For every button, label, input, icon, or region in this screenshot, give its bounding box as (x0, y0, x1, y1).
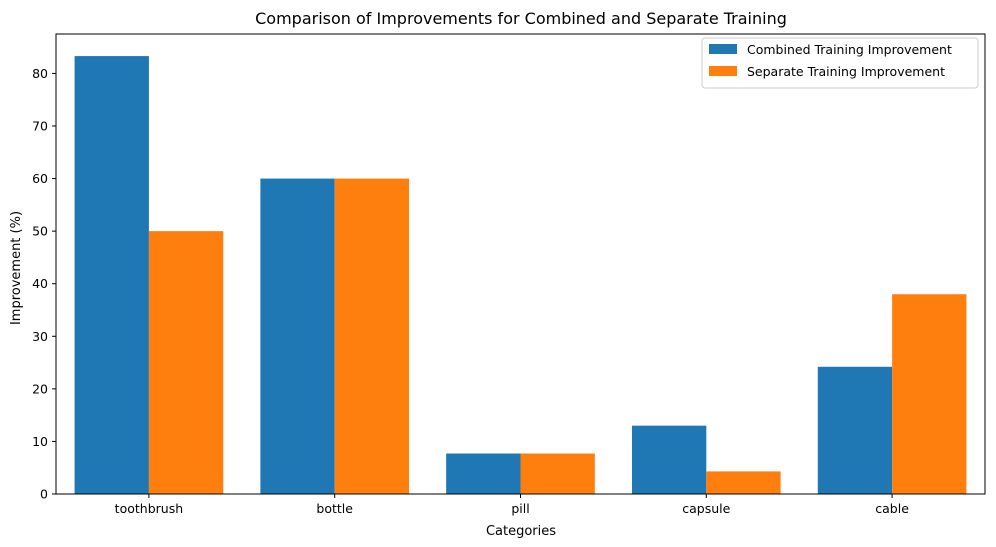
y-tick-label: 10 (32, 434, 48, 449)
plot-frame (55, 33, 986, 495)
bar-s1-pill (446, 453, 521, 494)
bar-s2-toothbrush (148, 231, 224, 494)
x-tick-label-toothbrush: toothbrush (115, 501, 183, 516)
y-tick-label: 80 (32, 66, 48, 81)
y-tick-label: 40 (32, 276, 48, 291)
x-tick-label-bottle: bottle (316, 501, 353, 516)
y-tick-label: 0 (40, 487, 48, 502)
y-axis-label: Improvement (%) (9, 211, 24, 325)
legend-label-2: Separate Training Improvement (747, 64, 945, 79)
x-axis-label: Categories (486, 524, 556, 539)
legend: Combined Training Improvement Separate Tr… (701, 37, 979, 89)
bar-s2-bottle (334, 178, 410, 494)
bars-group (74, 56, 967, 494)
y-tick-label: 70 (32, 119, 48, 134)
legend-swatch-2 (709, 66, 737, 76)
y-tick-label: 50 (32, 224, 48, 239)
x-axis-ticks: toothbrush bottle pill capsule cable (115, 494, 909, 516)
bar-s2-cable (892, 294, 967, 494)
chart-title: Comparison of Improvements for Combined … (255, 9, 787, 28)
x-tick-label-pill: pill (511, 501, 529, 516)
legend-label-1: Combined Training Improvement (747, 42, 952, 57)
bar-s1-bottle (260, 178, 335, 494)
y-axis-ticks: 0 10 20 30 40 50 60 70 80 (32, 66, 56, 502)
bar-s1-toothbrush (74, 56, 149, 494)
bar-s2-pill (520, 453, 595, 494)
y-tick-label: 60 (32, 171, 48, 186)
y-tick-label: 20 (32, 381, 48, 396)
x-tick-label-cable: cable (875, 501, 909, 516)
x-tick-label-capsule: capsule (682, 501, 730, 516)
y-tick-label: 30 (32, 329, 48, 344)
bar-s1-capsule (631, 425, 707, 494)
legend-box (701, 37, 979, 89)
bar-s1-cable (817, 366, 893, 494)
legend-swatch-1 (709, 44, 737, 54)
bar-s2-capsule (706, 471, 781, 494)
